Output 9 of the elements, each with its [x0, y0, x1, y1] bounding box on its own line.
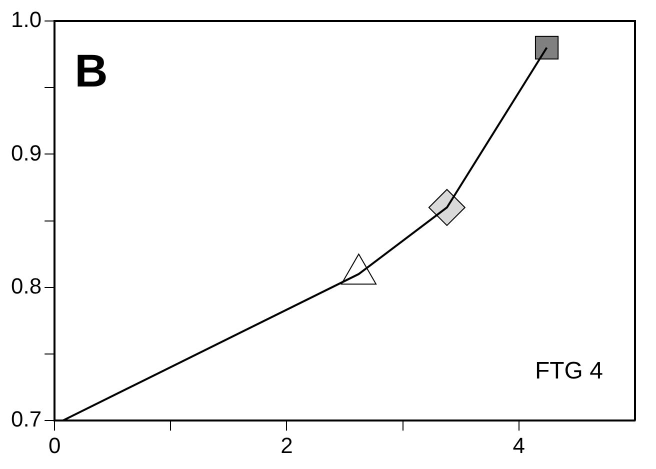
x-tick-label: 0 [48, 432, 61, 458]
annotation: FTG 4 [534, 358, 603, 385]
y-tick-label: 0.9 [10, 140, 42, 166]
x-tick-label: 4 [512, 432, 526, 458]
y-tick-label: 0.8 [10, 273, 42, 298]
x-tick-label: 2 [280, 432, 293, 458]
annotation: B [74, 44, 108, 97]
y-tick-label: 0.7 [10, 406, 42, 432]
y-tick-label: 1.0 [10, 7, 42, 32]
